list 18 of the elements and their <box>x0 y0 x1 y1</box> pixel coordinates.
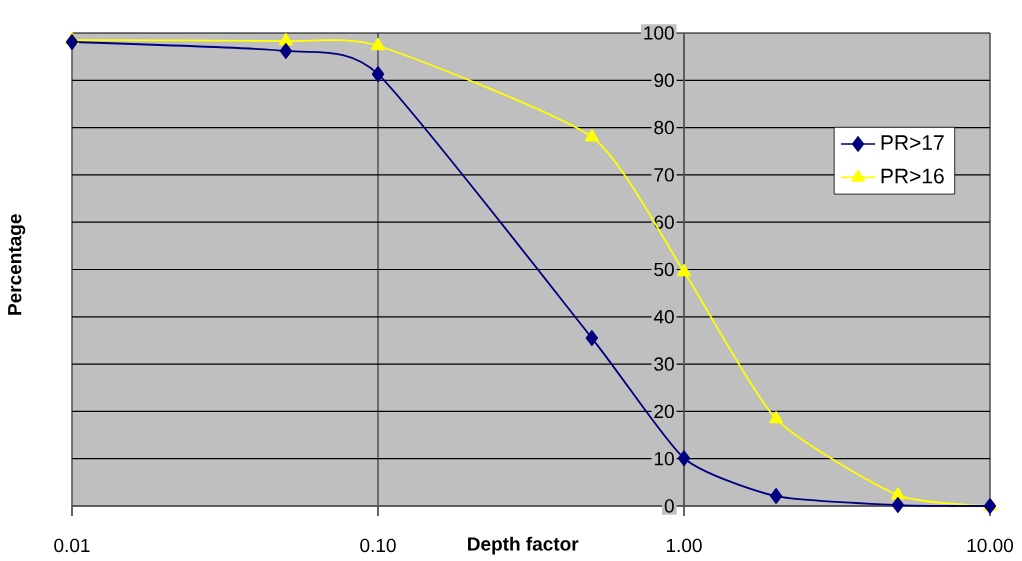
y-tick-label: 10 <box>654 451 674 466</box>
y-tick-label: 80 <box>654 120 674 135</box>
y-tick-label: 50 <box>654 262 674 277</box>
x-tick-label: 1.00 <box>666 538 702 553</box>
x-tick-label: 10.00 <box>967 538 1014 553</box>
y-tick-label: 20 <box>654 404 674 419</box>
y-tick-label: 100 <box>644 26 674 40</box>
x-tick-label: 0.01 <box>54 538 90 553</box>
x-axis-title: Depth factor <box>468 536 579 555</box>
y-axis-title: Percentage <box>8 214 26 315</box>
legend-label: PR>16 <box>881 168 944 184</box>
y-tick-label: 30 <box>654 357 674 371</box>
y-tick-label: 0 <box>664 499 674 513</box>
y-tick-label: 90 <box>654 73 674 88</box>
legend-label: PR>17 <box>881 135 944 150</box>
y-tick-label: 70 <box>654 168 674 182</box>
x-tick-label: 0.10 <box>360 538 396 553</box>
y-tick-label: 40 <box>653 310 674 324</box>
